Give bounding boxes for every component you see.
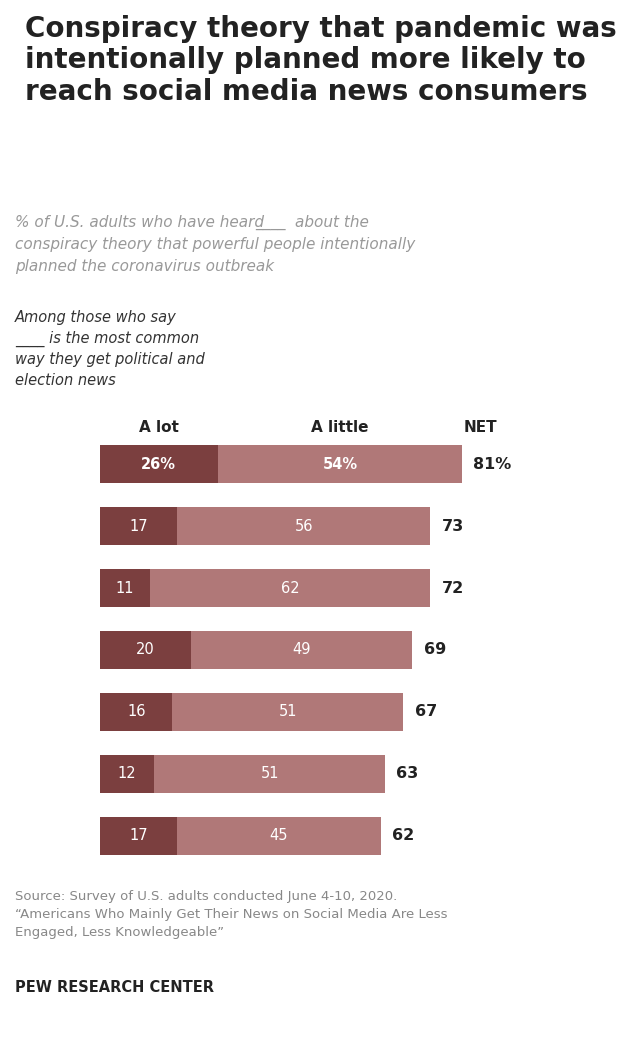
- Text: 69: 69: [423, 642, 446, 658]
- Bar: [100, 569, 150, 608]
- Bar: [100, 755, 154, 793]
- Text: 54%: 54%: [322, 456, 358, 472]
- Text: 67: 67: [415, 705, 437, 719]
- Text: 51: 51: [278, 705, 297, 719]
- Bar: [190, 631, 412, 669]
- Bar: [154, 755, 385, 793]
- Text: 20: 20: [136, 642, 154, 658]
- Text: A little: A little: [311, 420, 369, 435]
- Bar: [177, 816, 381, 855]
- Bar: [100, 631, 190, 669]
- Text: way they get political and: way they get political and: [15, 352, 205, 367]
- Text: ____: ____: [255, 215, 285, 230]
- Text: Source: Survey of U.S. adults conducted June 4-10, 2020.
“Americans Who Mainly G: Source: Survey of U.S. adults conducted …: [15, 889, 448, 939]
- Text: 51: 51: [260, 766, 279, 782]
- Bar: [172, 693, 403, 731]
- Text: NET: NET: [463, 420, 497, 435]
- Text: 12: 12: [118, 766, 136, 782]
- Text: 72: 72: [441, 580, 464, 595]
- Text: 62: 62: [281, 580, 299, 595]
- Text: 56: 56: [294, 519, 313, 533]
- Text: 16: 16: [127, 705, 146, 719]
- Text: conspiracy theory that powerful people intentionally: conspiracy theory that powerful people i…: [15, 237, 415, 252]
- Text: 81%: 81%: [474, 456, 512, 472]
- Text: 49: 49: [292, 642, 311, 658]
- Text: election news: election news: [15, 373, 116, 388]
- Text: about the: about the: [295, 215, 369, 230]
- Text: 11: 11: [116, 580, 134, 595]
- Text: 62: 62: [392, 829, 414, 844]
- Text: % of U.S. adults who have heard: % of U.S. adults who have heard: [15, 215, 264, 230]
- Bar: [100, 445, 218, 483]
- Text: 17: 17: [129, 519, 148, 533]
- Text: Among those who say: Among those who say: [15, 310, 177, 325]
- Text: planned the coronavirus outbreak: planned the coronavirus outbreak: [15, 259, 274, 274]
- Bar: [100, 816, 177, 855]
- Text: 45: 45: [270, 829, 288, 844]
- Bar: [100, 693, 172, 731]
- Text: A lot: A lot: [139, 420, 179, 435]
- Text: ____ is the most common: ____ is the most common: [15, 331, 199, 348]
- Text: 17: 17: [129, 829, 148, 844]
- Bar: [150, 569, 430, 608]
- Bar: [218, 445, 462, 483]
- Text: 26%: 26%: [141, 456, 176, 472]
- Bar: [177, 506, 430, 545]
- Bar: [100, 506, 177, 545]
- Text: 73: 73: [441, 519, 464, 533]
- Text: Conspiracy theory that pandemic was
intentionally planned more likely to
reach s: Conspiracy theory that pandemic was inte…: [25, 15, 616, 105]
- Text: 63: 63: [396, 766, 418, 782]
- Text: PEW RESEARCH CENTER: PEW RESEARCH CENTER: [15, 980, 214, 995]
